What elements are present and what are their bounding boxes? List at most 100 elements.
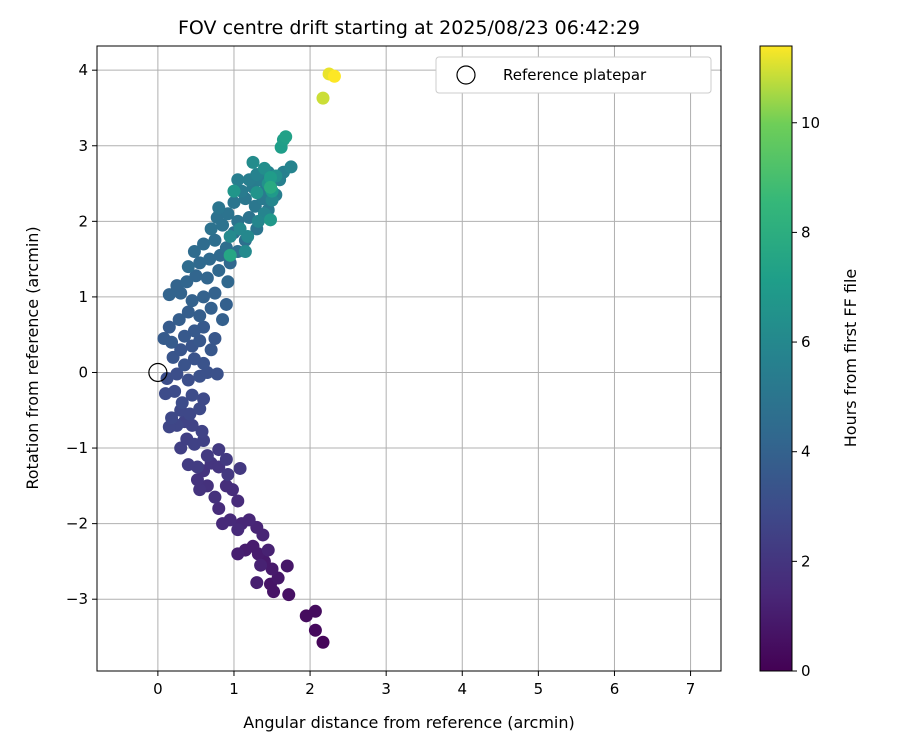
scatter-point [185, 294, 199, 308]
y-tick-label: 1 [78, 288, 88, 306]
x-tick-label: 0 [153, 680, 163, 698]
colorbar-ticks: 0 2 4 6 8 10 [792, 114, 820, 680]
scatter-point [170, 279, 184, 293]
scatter-point [254, 558, 268, 572]
scatter-point [219, 479, 233, 493]
scatter-point [212, 443, 226, 457]
x-axis-label: Angular distance from reference (arcmin) [243, 713, 574, 732]
scatter-point [189, 269, 203, 283]
legend-marker-icon [456, 65, 476, 85]
scatter-point [264, 213, 278, 227]
y-tick-label: 2 [78, 212, 88, 230]
scatter-point [197, 237, 211, 251]
colorbar-tick-label: 6 [801, 333, 811, 351]
scatter-point [181, 373, 195, 387]
y-tick-label: −1 [66, 439, 88, 457]
scatter-point [264, 180, 278, 194]
scatter-point [280, 559, 294, 573]
scatter-point [221, 207, 235, 221]
scatter-point [216, 313, 230, 327]
y-axis-label: Rotation from reference (arcmin) [23, 226, 42, 489]
scatter-point [175, 396, 189, 410]
scatter-point [204, 301, 218, 315]
scatter-point [193, 334, 207, 348]
scatter-point [308, 623, 322, 637]
colorbar-label: Hours from first FF file [841, 269, 860, 448]
scatter-point [200, 449, 214, 463]
scatter-point [223, 229, 237, 243]
x-tick-label: 1 [229, 680, 239, 698]
scatter-point [316, 635, 330, 649]
scatter-point [183, 407, 197, 421]
scatter-point [264, 170, 278, 184]
scatter-point [233, 222, 247, 236]
scatter-point [178, 329, 192, 343]
scatter-point [170, 367, 184, 381]
scatter-point [246, 155, 260, 169]
scatter-point [197, 290, 211, 304]
scatter-point [181, 260, 195, 274]
scatter-point [195, 424, 209, 438]
scatter-point [210, 211, 224, 225]
scatter-point [162, 320, 176, 334]
x-axis-ticks: 0 1 2 3 4 5 6 7 [153, 671, 695, 698]
chart-title: FOV centre drift starting at 2025/08/23 … [178, 17, 640, 39]
scatter-point [223, 248, 237, 262]
x-tick-label: 5 [534, 680, 544, 698]
scatter-point [174, 343, 188, 357]
scatter-point [187, 324, 201, 338]
plot-frame [96, 45, 722, 672]
scatter-point [212, 201, 226, 215]
scatter-point [282, 588, 296, 602]
scatter-point [197, 392, 211, 406]
scatter-point [231, 523, 245, 537]
x-tick-label: 4 [457, 680, 467, 698]
y-tick-label: 3 [78, 137, 88, 155]
scatter-point [187, 245, 201, 259]
scatter-point [200, 271, 214, 285]
scatter-point [208, 331, 222, 345]
scatter-point [212, 263, 226, 277]
scatter-point [203, 252, 217, 266]
scatter-point [204, 343, 218, 357]
scatter-point [250, 186, 264, 200]
colorbar-tick-label: 2 [801, 552, 811, 570]
scatter-point [208, 233, 222, 247]
scatter-point [227, 184, 241, 198]
scatter-point [250, 576, 264, 590]
scatter-point [172, 313, 186, 327]
scatter-point [193, 402, 207, 416]
y-axis-ticks: −3 −2 −1 0 1 2 3 4 [66, 61, 97, 608]
colorbar-tick-label: 10 [801, 114, 820, 132]
scatter-point [251, 214, 265, 228]
scatter-point [219, 452, 233, 466]
scatter-point [158, 387, 172, 401]
colorbar-tick-label: 0 [801, 662, 811, 680]
legend: Reference platepar [435, 56, 712, 94]
scatter-point [185, 388, 199, 402]
legend-entry: Reference platepar [503, 66, 647, 84]
scatter-point [180, 275, 194, 289]
x-tick-label: 6 [610, 680, 620, 698]
scatter-point [210, 367, 224, 381]
x-tick-label: 7 [686, 680, 696, 698]
scatter-point [279, 130, 293, 144]
scatter-point [238, 245, 252, 259]
scatter-point [193, 256, 207, 270]
scatter-point [227, 195, 241, 209]
scatter-point [231, 547, 245, 561]
scatter-point [212, 502, 226, 516]
reference-marker [148, 362, 168, 383]
scatter-point [181, 305, 195, 319]
scatter-point [221, 468, 235, 482]
y-tick-label: 0 [78, 363, 88, 381]
scatter-point [178, 358, 192, 372]
x-tick-label: 3 [381, 680, 391, 698]
scatter-point [216, 517, 230, 531]
scatter-point [165, 411, 179, 425]
scatter-point [208, 286, 222, 300]
scatter-point [193, 309, 207, 323]
scatter-point [265, 193, 279, 207]
scatter-point [187, 352, 201, 366]
scatter-point [284, 160, 298, 174]
